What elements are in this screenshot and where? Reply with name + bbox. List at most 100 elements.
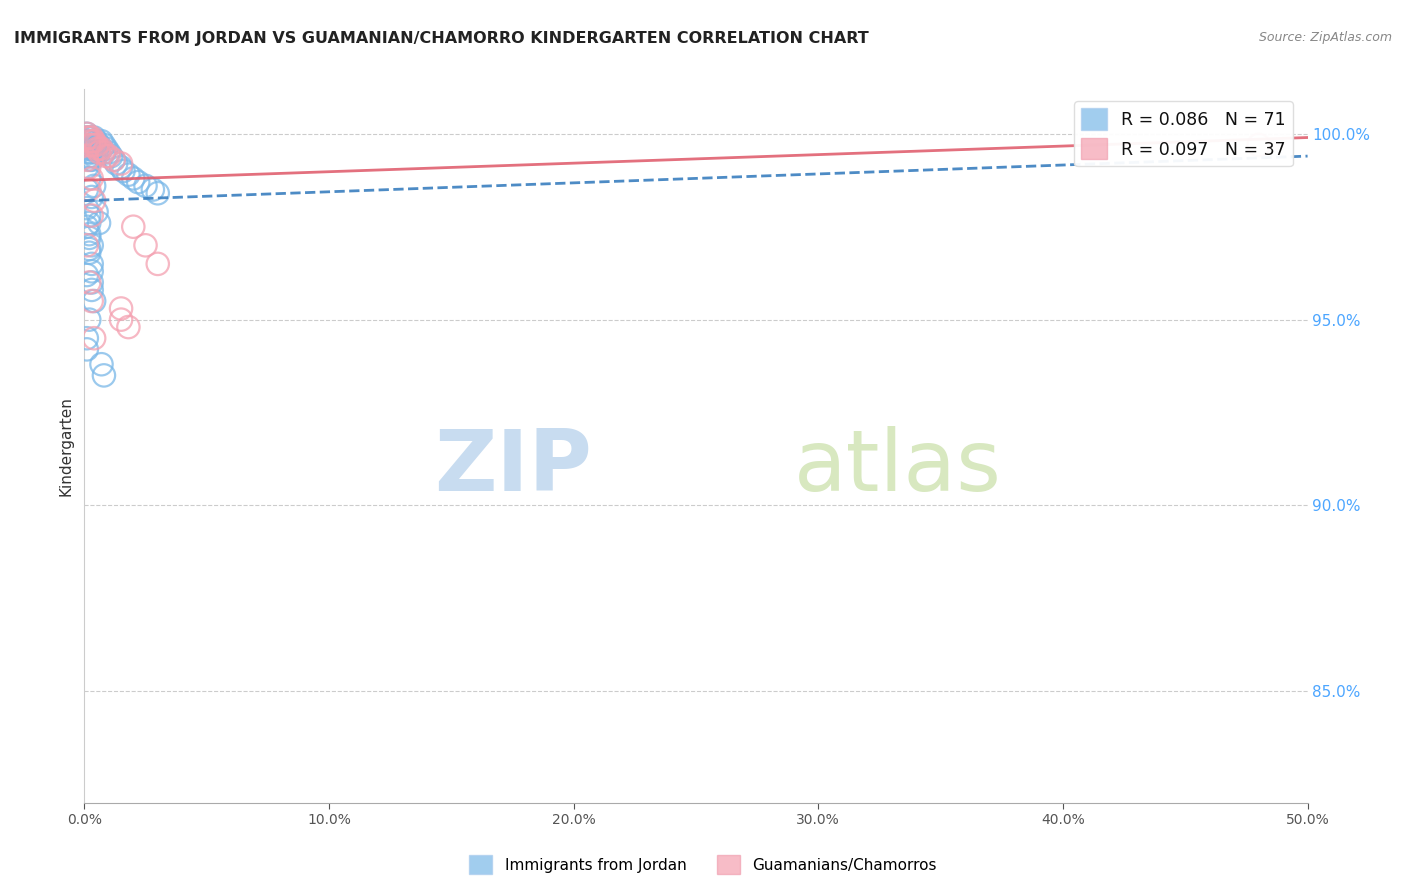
Point <box>97 145 120 160</box>
Point <box>77 153 100 167</box>
Point <box>77 183 100 197</box>
Point <box>110 312 132 326</box>
Point <box>76 161 98 175</box>
Point <box>76 127 98 141</box>
Point <box>86 205 108 219</box>
Point <box>93 368 115 383</box>
Point <box>83 294 105 309</box>
Point <box>77 130 100 145</box>
Point <box>80 145 103 160</box>
Point <box>77 138 100 153</box>
Point <box>76 138 98 153</box>
Point <box>80 190 103 204</box>
Point <box>80 130 103 145</box>
Point <box>86 145 108 160</box>
Point <box>76 343 98 357</box>
Point <box>90 357 112 371</box>
Point <box>77 142 100 156</box>
Point <box>77 245 100 260</box>
Point <box>135 238 157 252</box>
Point <box>77 134 100 148</box>
Point <box>80 130 103 145</box>
Point <box>80 294 103 309</box>
Point <box>80 238 103 252</box>
Point <box>76 130 98 145</box>
Point <box>142 183 165 197</box>
Point <box>96 149 118 163</box>
Point <box>77 231 100 245</box>
Point <box>80 134 103 148</box>
Text: IMMIGRANTS FROM JORDAN VS GUAMANIAN/CHAMORRO KINDERGARTEN CORRELATION CHART: IMMIGRANTS FROM JORDAN VS GUAMANIAN/CHAM… <box>14 31 869 46</box>
Point <box>112 164 135 178</box>
Point <box>86 142 108 156</box>
Point <box>127 175 149 189</box>
Point <box>90 134 112 148</box>
Y-axis label: Kindergarten: Kindergarten <box>58 396 73 496</box>
Point <box>77 161 100 175</box>
Point <box>86 138 108 153</box>
Point <box>77 145 100 160</box>
Point <box>83 149 105 163</box>
Point <box>86 134 108 148</box>
Point <box>117 168 139 182</box>
Text: ZIP: ZIP <box>434 425 592 509</box>
Point <box>87 145 110 160</box>
Point <box>90 142 112 156</box>
Point <box>122 219 145 234</box>
Point <box>87 145 110 160</box>
Point <box>93 145 115 160</box>
Point <box>77 134 100 148</box>
Point <box>87 138 110 153</box>
Point <box>76 183 98 197</box>
Point <box>83 138 105 153</box>
Point <box>87 216 110 230</box>
Legend: R = 0.086   N = 71, R = 0.097   N = 37: R = 0.086 N = 71, R = 0.097 N = 37 <box>1074 102 1292 167</box>
Point <box>83 138 105 153</box>
Legend: Immigrants from Jordan, Guamanians/Chamorros: Immigrants from Jordan, Guamanians/Chamo… <box>464 849 942 880</box>
Point <box>117 320 139 334</box>
Point <box>76 238 98 252</box>
Point <box>83 130 105 145</box>
Point <box>110 156 132 170</box>
Point <box>97 149 120 163</box>
Point <box>80 142 103 156</box>
Point <box>80 257 103 271</box>
Point <box>83 134 105 148</box>
Point <box>93 145 115 160</box>
Point <box>80 138 103 153</box>
Point <box>76 127 98 141</box>
Point <box>103 153 125 167</box>
Point <box>80 209 103 223</box>
Point <box>76 142 98 156</box>
Point <box>1247 138 1270 153</box>
Point <box>110 161 132 175</box>
Point <box>77 216 100 230</box>
Point <box>83 142 105 156</box>
Point <box>76 134 98 148</box>
Point <box>76 219 98 234</box>
Point <box>77 130 100 145</box>
Point <box>83 194 105 208</box>
Point <box>96 142 118 156</box>
Point <box>105 156 128 170</box>
Point <box>76 201 98 215</box>
Point <box>77 242 100 256</box>
Point <box>110 301 132 316</box>
Text: Source: ZipAtlas.com: Source: ZipAtlas.com <box>1258 31 1392 45</box>
Point <box>76 331 98 345</box>
Point <box>83 331 105 345</box>
Point <box>90 142 112 156</box>
Point <box>80 283 103 297</box>
Point <box>86 138 108 153</box>
Point <box>146 257 169 271</box>
Point <box>80 153 103 167</box>
Point <box>77 209 100 223</box>
Text: atlas: atlas <box>794 425 1002 509</box>
Point <box>93 138 115 153</box>
Point <box>77 138 100 153</box>
Point <box>76 130 98 145</box>
Point <box>80 276 103 290</box>
Point <box>80 171 103 186</box>
Point <box>146 186 169 201</box>
Point <box>77 227 100 242</box>
